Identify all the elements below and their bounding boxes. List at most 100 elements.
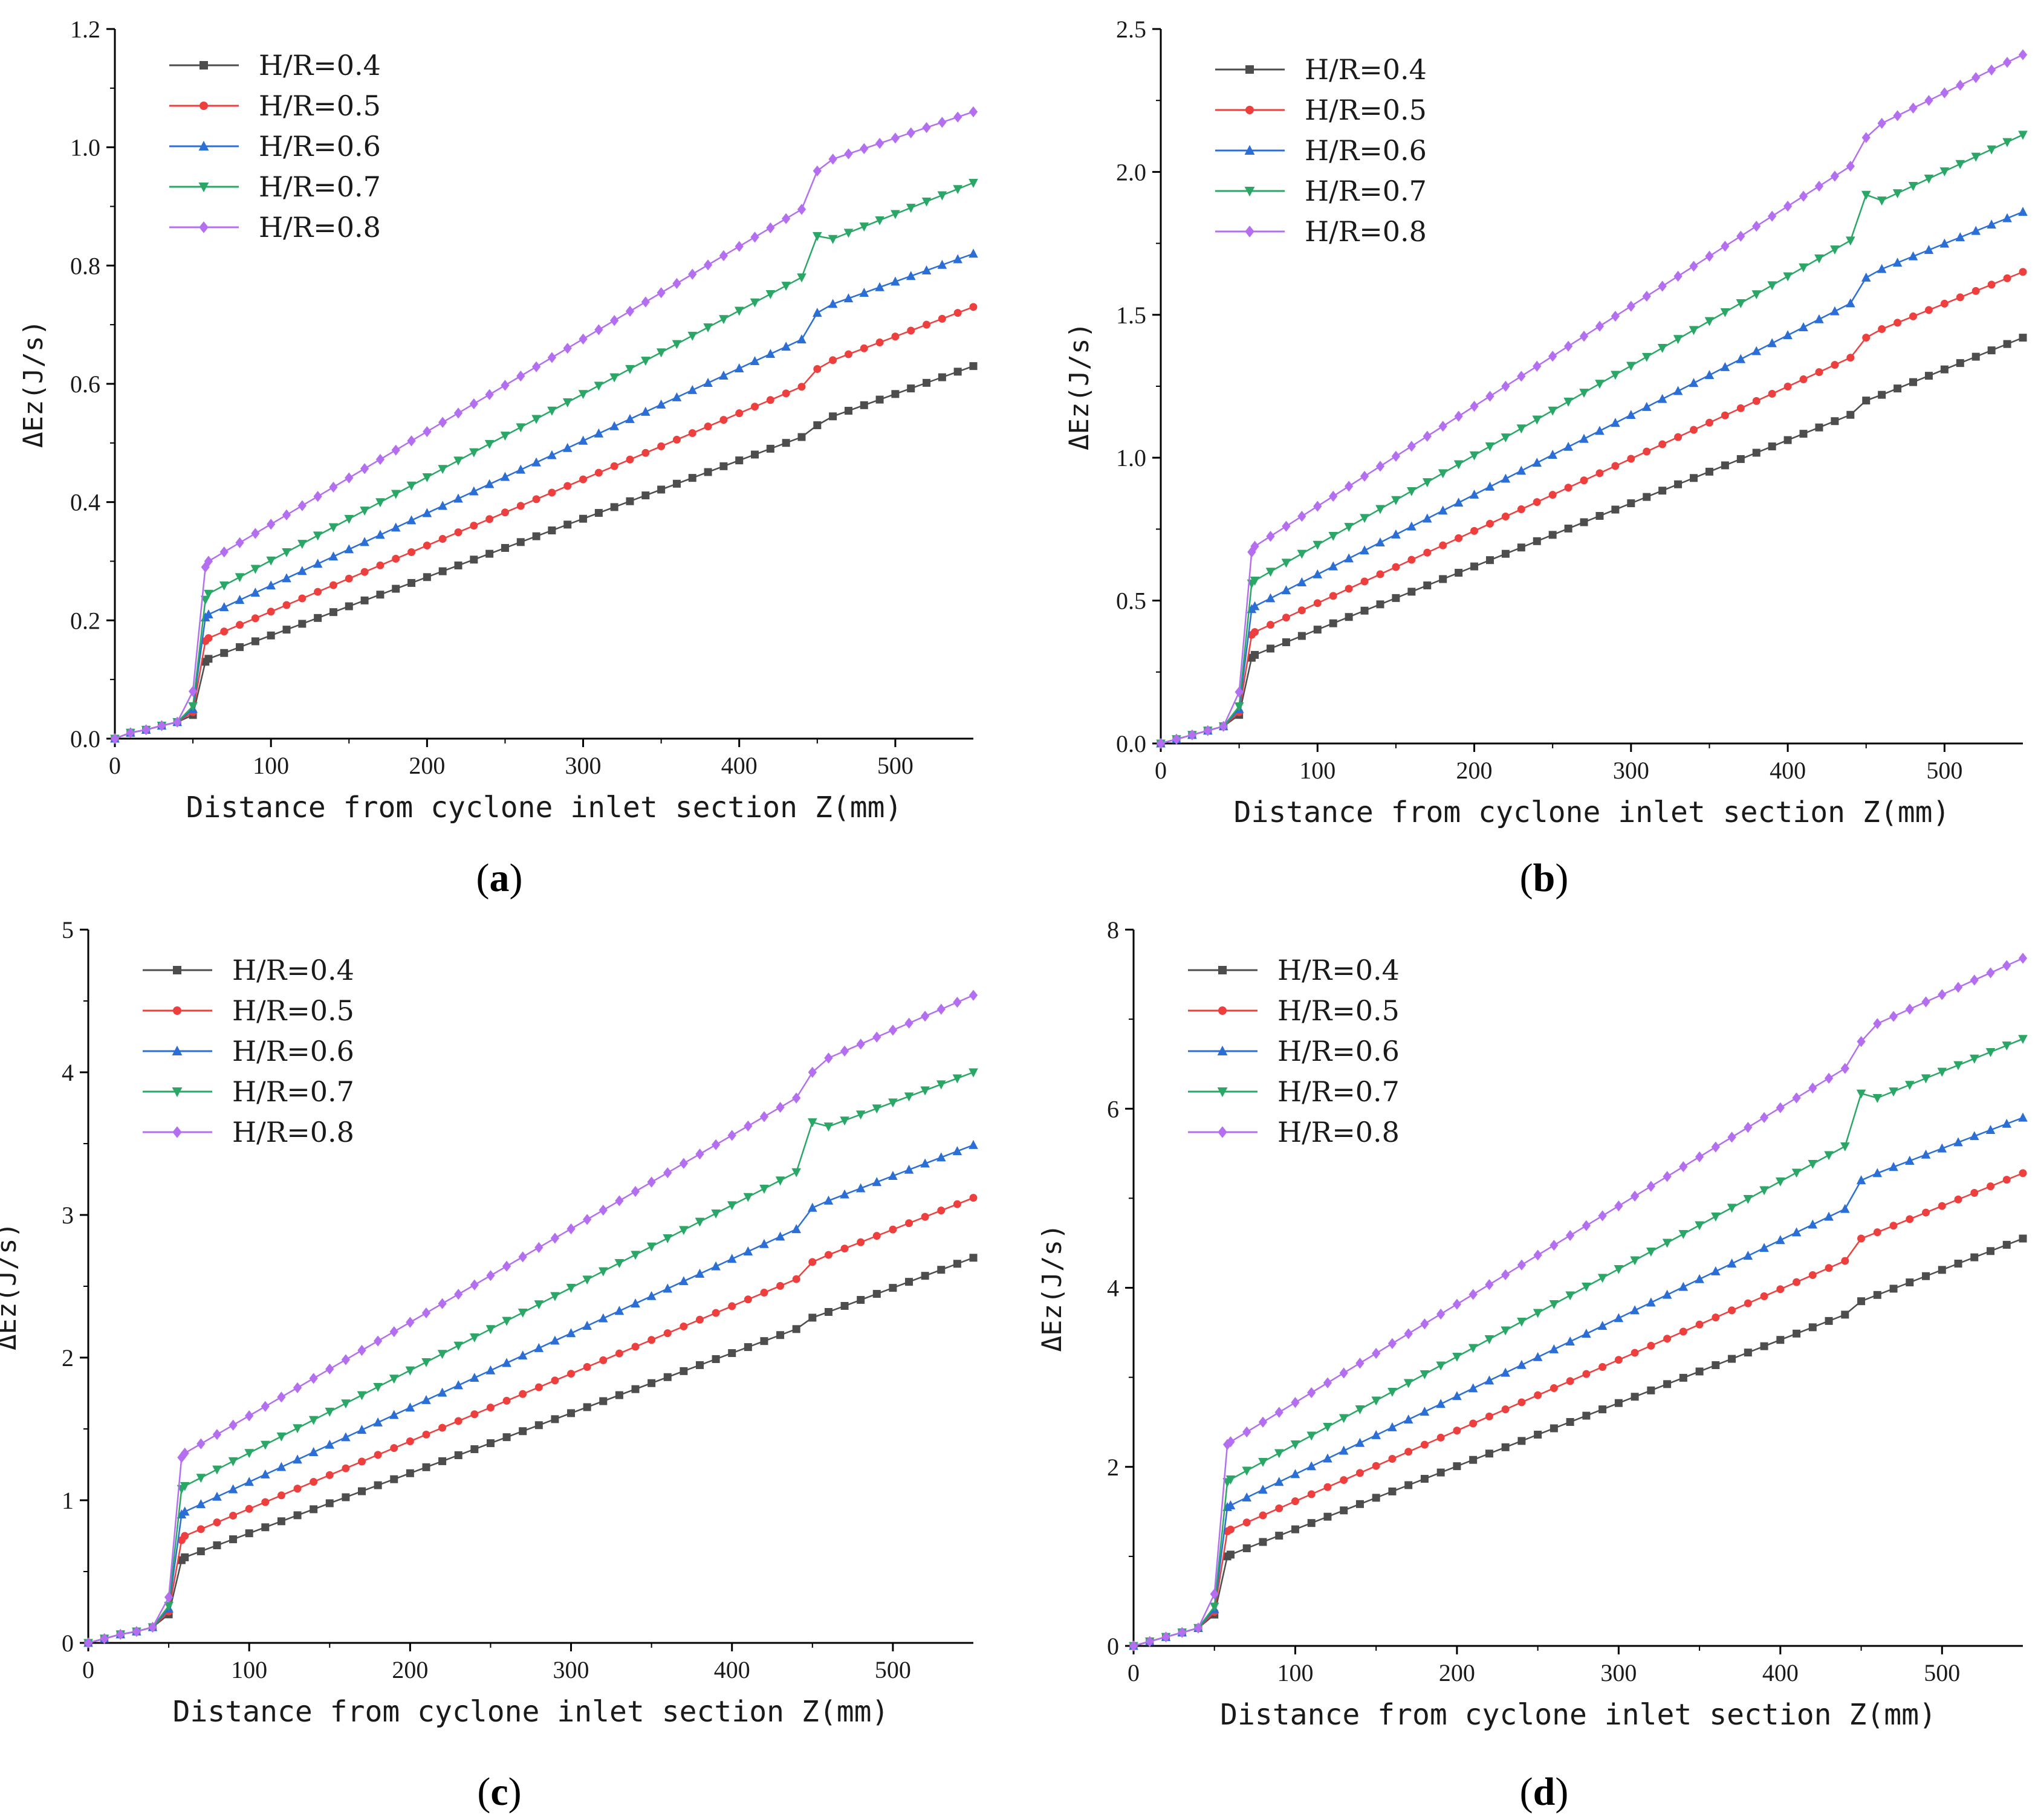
- series-point: [844, 148, 853, 160]
- series-point: [1274, 1449, 1284, 1459]
- series-point: [1704, 317, 1715, 326]
- series-point: [1955, 232, 1965, 242]
- series-point: [688, 429, 696, 437]
- series-point: [438, 1423, 447, 1432]
- series-point: [228, 1457, 238, 1466]
- series-point: [889, 1225, 897, 1234]
- panel-label-a: (a): [476, 856, 523, 900]
- series-point: [843, 293, 854, 303]
- series-point: [1631, 1393, 1639, 1401]
- series-point: [1222, 1439, 1232, 1450]
- series-point: [719, 371, 729, 380]
- series-point: [1595, 380, 1605, 389]
- series-point: [672, 340, 682, 349]
- series-point: [562, 398, 573, 407]
- series-point: [502, 1396, 511, 1405]
- series-point: [828, 299, 838, 308]
- series-point: [625, 305, 635, 317]
- series-point: [1889, 1162, 1898, 1171]
- series-point: [1727, 1132, 1736, 1143]
- series-point: [310, 1478, 318, 1486]
- series-point: [83, 1637, 93, 1649]
- x-tick-label: 500: [877, 752, 914, 779]
- series-point: [687, 384, 698, 394]
- legend-label: H/R=0.5: [232, 994, 354, 1027]
- legend-label: H/R=0.6: [1277, 1035, 1400, 1067]
- series-point: [1372, 1347, 1381, 1359]
- series-point: [969, 1068, 978, 1078]
- series-point: [823, 1195, 834, 1205]
- series-point: [204, 634, 213, 643]
- y-tick-label: 8: [1107, 916, 1119, 944]
- series-point: [952, 1146, 962, 1156]
- series-point: [551, 1415, 559, 1423]
- series-point: [1242, 1492, 1252, 1502]
- series-point: [641, 296, 650, 308]
- legend-marker: [200, 61, 208, 70]
- series-point: [1438, 469, 1448, 479]
- series-point: [1814, 254, 1824, 264]
- series-point: [952, 1074, 962, 1084]
- series-point: [1501, 1367, 1510, 1377]
- series-point: [392, 585, 400, 593]
- series-point: [422, 1430, 430, 1439]
- series-point: [532, 495, 540, 504]
- series-point: [1830, 245, 1840, 255]
- series-point: [406, 1437, 414, 1445]
- series-point: [728, 1349, 736, 1358]
- series-point: [760, 1289, 768, 1297]
- series-point: [579, 333, 588, 345]
- x-tick-label: 500: [1926, 757, 1962, 784]
- y-tick-label: 2: [62, 1344, 74, 1371]
- series-point: [1501, 473, 1511, 483]
- series-point: [1861, 132, 1871, 143]
- series-point: [969, 1194, 978, 1202]
- y-tick-label: 0.0: [70, 725, 100, 753]
- series-point: [1940, 87, 1949, 99]
- series-point: [1721, 461, 1729, 470]
- series-point: [550, 1335, 560, 1345]
- legend-marker: [1217, 1045, 1228, 1055]
- series-point: [453, 407, 463, 419]
- series-point: [1376, 600, 1384, 609]
- series-point: [1840, 1203, 1850, 1213]
- legend-marker: [199, 221, 209, 233]
- series-point: [937, 1206, 946, 1215]
- series-point: [631, 1385, 640, 1393]
- series-point: [1371, 1430, 1381, 1439]
- series-point: [1956, 359, 1964, 368]
- series-point: [220, 649, 229, 657]
- series-point: [1924, 372, 1933, 380]
- y-axis-title: ΔEz(J/s): [0, 1222, 22, 1350]
- series-point: [2002, 1118, 2012, 1128]
- series-point: [360, 596, 369, 604]
- series-point: [813, 232, 822, 241]
- series-point: [760, 1337, 768, 1346]
- legend-label: H/R=0.7: [1305, 175, 1427, 207]
- series-point: [1566, 1377, 1574, 1385]
- series-point: [615, 1195, 624, 1206]
- x-tick-label: 400: [714, 1656, 750, 1683]
- legend-marker: [173, 966, 181, 974]
- series-point: [1727, 1203, 1737, 1213]
- series-point: [1582, 1220, 1591, 1231]
- series-point: [1533, 498, 1541, 507]
- series-point: [808, 1066, 817, 1078]
- series-point: [1187, 729, 1197, 740]
- series-point: [1597, 1274, 1608, 1283]
- legend-label: H/R=0.6: [1305, 134, 1427, 167]
- series-point: [1550, 1240, 1559, 1251]
- series-point: [1987, 280, 1996, 289]
- series-point: [1178, 1627, 1187, 1638]
- series-point: [308, 1416, 319, 1425]
- series-point: [875, 216, 884, 225]
- series-point: [1643, 447, 1651, 456]
- series-point: [1893, 110, 1902, 121]
- series-point: [1501, 380, 1510, 392]
- series-point: [1501, 1326, 1510, 1336]
- series-point: [641, 406, 651, 416]
- series-point: [797, 383, 806, 391]
- series-point: [519, 1427, 527, 1436]
- x-tick-label: 0: [109, 752, 121, 779]
- y-tick-label: 2.5: [1116, 16, 1146, 43]
